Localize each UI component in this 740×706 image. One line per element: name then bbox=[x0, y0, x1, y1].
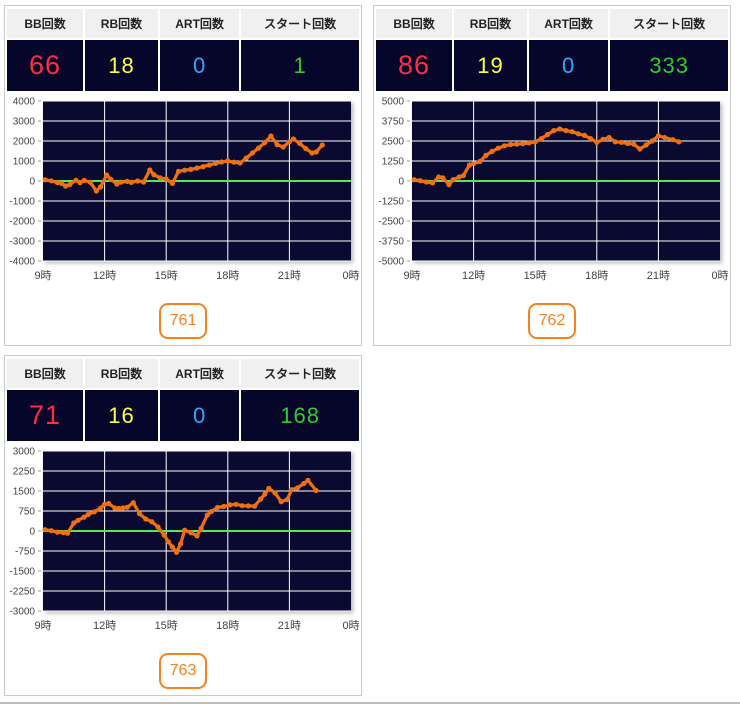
svg-text:0: 0 bbox=[398, 177, 404, 188]
stat-value-art: 0 bbox=[159, 390, 240, 441]
svg-text:12時: 12時 bbox=[462, 269, 485, 282]
svg-text:18時: 18時 bbox=[585, 269, 608, 282]
svg-text:-4000: -4000 bbox=[9, 257, 35, 268]
stat-header-rb: RB回数 bbox=[85, 9, 158, 38]
svg-text:-2250: -2250 bbox=[9, 587, 35, 598]
svg-text:0: 0 bbox=[29, 177, 35, 188]
stats-table: BB回数 RB回数 ART回数 スタート回数 71 16 0 168 bbox=[7, 359, 359, 441]
machine-panel-763: BB回数 RB回数 ART回数 スタート回数 71 16 0 168 3000 2… bbox=[4, 355, 362, 696]
stat-header-bb: BB回数 bbox=[376, 9, 453, 38]
stat-header-rb: RB回数 bbox=[85, 359, 158, 388]
svg-text:-3750: -3750 bbox=[378, 237, 404, 248]
svg-text:9時: 9時 bbox=[34, 269, 51, 282]
stat-value-start: 168 bbox=[241, 390, 359, 441]
machine-panel-762: BB回数 RB回数 ART回数 スタート回数 86 19 0 333 5000 3… bbox=[373, 5, 731, 346]
svg-text:18時: 18時 bbox=[216, 619, 239, 632]
stat-header-start: スタート回数 bbox=[610, 9, 728, 38]
svg-text:0時: 0時 bbox=[342, 619, 359, 632]
stat-value-art: 0 bbox=[528, 40, 609, 91]
stats-table: BB回数 RB回数 ART回数 スタート回数 86 19 0 333 bbox=[376, 9, 728, 91]
stat-value-bb: 71 bbox=[7, 390, 84, 441]
svg-text:1250: 1250 bbox=[382, 157, 405, 168]
stat-value-start: 1 bbox=[241, 40, 359, 91]
stat-header-start: スタート回数 bbox=[241, 9, 359, 38]
svg-text:2250: 2250 bbox=[13, 467, 36, 478]
svg-text:18時: 18時 bbox=[216, 269, 239, 282]
svg-text:12時: 12時 bbox=[93, 619, 116, 632]
stat-header-start: スタート回数 bbox=[241, 359, 359, 388]
svg-text:0時: 0時 bbox=[342, 269, 359, 282]
svg-text:0: 0 bbox=[29, 527, 35, 538]
stats-table: BB回数 RB回数 ART回数 スタート回数 66 18 0 1 bbox=[7, 9, 359, 91]
stat-value-start: 333 bbox=[610, 40, 728, 91]
stat-header-art: ART回数 bbox=[528, 9, 609, 38]
svg-text:-1250: -1250 bbox=[378, 197, 404, 208]
stat-value-bb: 66 bbox=[7, 40, 84, 91]
svg-text:12時: 12時 bbox=[93, 269, 116, 282]
svg-text:1000: 1000 bbox=[13, 157, 36, 168]
svg-text:-2000: -2000 bbox=[9, 217, 35, 228]
stats-header-row: BB回数 RB回数 ART回数 スタート回数 bbox=[7, 9, 359, 38]
svg-text:750: 750 bbox=[18, 507, 35, 518]
svg-text:21時: 21時 bbox=[278, 619, 301, 632]
svg-text:15時: 15時 bbox=[155, 269, 178, 282]
machine-number-badge[interactable]: 762 bbox=[528, 303, 576, 339]
stat-header-rb: RB回数 bbox=[454, 9, 527, 38]
stat-header-bb: BB回数 bbox=[7, 9, 84, 38]
svg-text:4000: 4000 bbox=[13, 97, 36, 108]
svg-text:3000: 3000 bbox=[13, 117, 36, 128]
stat-value-bb: 86 bbox=[376, 40, 453, 91]
svg-text:-2500: -2500 bbox=[378, 217, 404, 228]
stat-header-art: ART回数 bbox=[159, 359, 240, 388]
svg-text:9時: 9時 bbox=[403, 269, 420, 282]
stat-value-rb: 16 bbox=[85, 390, 158, 441]
chart-area: 3000 2250 1500 750 0 -750 -1500 -2250 -3000 9時 12時… bbox=[7, 446, 359, 638]
chart-area: 4000 3000 2000 1000 0 -1000 -2000 -3000 -4000 9時 1… bbox=[7, 96, 359, 288]
page-divider bbox=[0, 702, 740, 704]
stats-value-row: 71 16 0 168 bbox=[7, 388, 359, 441]
svg-text:-1500: -1500 bbox=[9, 567, 35, 578]
svg-text:9時: 9時 bbox=[34, 619, 51, 632]
svg-text:-3000: -3000 bbox=[9, 607, 35, 618]
stat-value-rb: 18 bbox=[85, 40, 158, 91]
svg-text:-1000: -1000 bbox=[9, 197, 35, 208]
machine-panel-761: BB回数 RB回数 ART回数 スタート回数 66 18 0 1 4000 300… bbox=[4, 5, 362, 346]
svg-text:21時: 21時 bbox=[647, 269, 670, 282]
svg-text:2000: 2000 bbox=[13, 137, 36, 148]
stat-header-bb: BB回数 bbox=[7, 359, 84, 388]
stats-value-row: 66 18 0 1 bbox=[7, 38, 359, 91]
stats-header-row: BB回数 RB回数 ART回数 スタート回数 bbox=[7, 359, 359, 388]
svg-text:-5000: -5000 bbox=[378, 257, 404, 268]
stat-value-art: 0 bbox=[159, 40, 240, 91]
machine-number-badge[interactable]: 763 bbox=[159, 653, 207, 689]
svg-text:3000: 3000 bbox=[13, 447, 36, 458]
chart-area: 5000 3750 2500 1250 0 -1250 -2500 -3750 -5000 9時 1… bbox=[376, 96, 728, 288]
svg-text:-3000: -3000 bbox=[9, 237, 35, 248]
svg-text:3750: 3750 bbox=[382, 117, 405, 128]
stats-value-row: 86 19 0 333 bbox=[376, 38, 728, 91]
svg-text:5000: 5000 bbox=[382, 97, 405, 108]
svg-text:0時: 0時 bbox=[711, 269, 728, 282]
svg-text:15時: 15時 bbox=[155, 619, 178, 632]
svg-text:2500: 2500 bbox=[382, 137, 405, 148]
stat-header-art: ART回数 bbox=[159, 9, 240, 38]
stat-value-rb: 19 bbox=[454, 40, 527, 91]
machine-number-badge[interactable]: 761 bbox=[159, 303, 207, 339]
stats-header-row: BB回数 RB回数 ART回数 スタート回数 bbox=[376, 9, 728, 38]
svg-text:15時: 15時 bbox=[524, 269, 547, 282]
svg-text:1500: 1500 bbox=[13, 487, 36, 498]
svg-text:-750: -750 bbox=[15, 547, 35, 558]
svg-text:21時: 21時 bbox=[278, 269, 301, 282]
